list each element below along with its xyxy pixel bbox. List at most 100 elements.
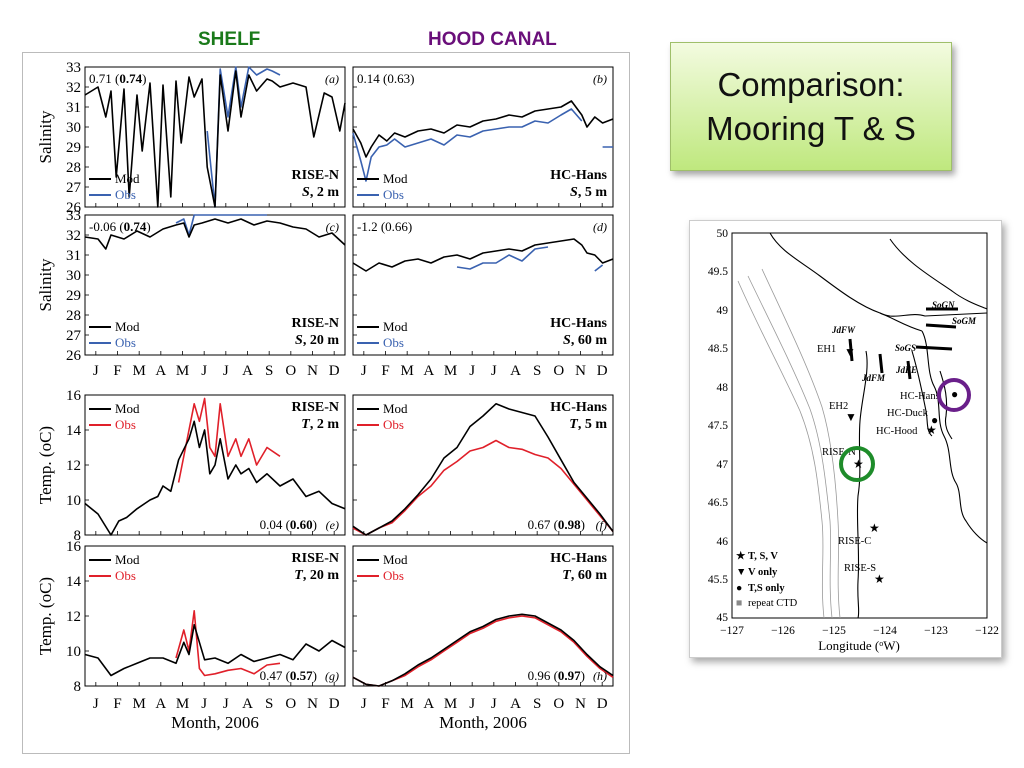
month-label: D	[329, 696, 340, 712]
ytick-label: 14	[66, 423, 82, 439]
station-label: HC-Hans	[550, 168, 607, 183]
station-label-hc-duck: HC-Duck	[887, 408, 929, 419]
month-label: J	[223, 363, 229, 379]
obs-series-line	[177, 397, 281, 483]
skill-stat: 0.96 (0.97)	[528, 668, 585, 683]
map-ytick: 46.5	[708, 497, 728, 509]
shelf-header: SHELF	[198, 29, 261, 50]
month-label: J	[469, 363, 475, 379]
map-ytick: 49.5	[708, 266, 728, 278]
station-label-rise-c: RISE-C	[838, 536, 871, 547]
ytick-label: 12	[66, 458, 81, 474]
variable-label: S, 5 m	[570, 185, 607, 200]
month-label: M	[400, 696, 413, 712]
ytick-label: 12	[66, 609, 81, 625]
month-label: M	[444, 696, 457, 712]
month-label: S	[265, 363, 273, 379]
month-label: J	[491, 696, 497, 712]
variable-label: S, 2 m	[302, 185, 339, 200]
panel-letter: (f)	[596, 518, 607, 532]
legend-mod-label: Mod	[115, 319, 140, 334]
station-label-hc-hans: HC-Hans	[900, 391, 940, 402]
map-xtick: −122	[975, 625, 999, 637]
ytick-label: 32	[66, 80, 81, 96]
month-label: A	[423, 363, 434, 379]
station-label: RISE-N	[292, 316, 339, 331]
ytick-label: 31	[66, 100, 81, 116]
month-label: A	[155, 363, 166, 379]
legend-obs-label: Obs	[383, 417, 404, 432]
month-label: N	[307, 696, 318, 712]
section-label-jdfe: JdFE	[895, 365, 917, 375]
station-label: RISE-N	[292, 551, 339, 566]
station-marker-eh1: ▼	[844, 345, 856, 359]
month-label: J	[469, 696, 475, 712]
map-xtick: −127	[720, 625, 744, 637]
legend-label-tsv: T, S, V	[748, 551, 778, 562]
station-marker-hc-hood: ★	[926, 423, 937, 437]
hood-canal-header: HOOD CANAL	[428, 29, 557, 50]
legend-mod-label: Mod	[383, 401, 408, 416]
variable-label: T, 5 m	[569, 417, 607, 432]
ytick-label: 29	[66, 140, 81, 156]
month-label: O	[285, 696, 296, 712]
map-ytick: 45	[717, 612, 729, 624]
section-label-sogm: SoGM	[952, 316, 977, 326]
obs-series-line	[456, 246, 604, 272]
station-label-hc-hood: HC-Hood	[876, 426, 918, 437]
ytick-label: 28	[66, 308, 81, 324]
legend-obs-label: Obs	[115, 187, 136, 202]
station-map: 50 49.5 49 48.5 48 47.5 47 46.5 46 45.5 …	[689, 220, 1002, 658]
obs-series-line	[352, 108, 613, 182]
y-axis-title: Temp. (oC)	[36, 426, 55, 504]
skill-stat: 0.47 (0.57)	[260, 668, 317, 683]
slide-title-line-1: Comparison:	[717, 65, 905, 103]
station-label: RISE-N	[292, 168, 339, 183]
legend-obs-label: Obs	[383, 187, 404, 202]
station-label: HC-Hans	[550, 551, 607, 566]
obs-series-line	[352, 439, 614, 536]
variable-label: T, 20 m	[294, 568, 339, 583]
mod-series-line	[84, 420, 346, 536]
month-label: J	[201, 363, 207, 379]
panel-h-frame	[352, 545, 614, 687]
map-ytick: 46	[717, 536, 729, 548]
month-label: O	[553, 696, 564, 712]
month-label: A	[423, 696, 434, 712]
month-label: J	[93, 696, 99, 712]
month-label: A	[510, 696, 521, 712]
panel-g-frame	[84, 545, 346, 687]
ytick-label: 30	[66, 120, 81, 136]
ytick-label: 32	[66, 228, 81, 244]
skill-stat: -1.2 (0.66)	[357, 219, 412, 234]
panel-letter: (g)	[325, 669, 339, 683]
panel-c-frame	[84, 214, 346, 356]
ytick-label: 26	[66, 200, 82, 216]
variable-label: S, 20 m	[295, 333, 339, 348]
station-marker-eh2: ▼	[845, 410, 857, 424]
station-label: RISE-N	[292, 400, 339, 415]
legend-square-icon: ■	[736, 598, 742, 609]
month-label: M	[132, 696, 145, 712]
ytick-label: 33	[66, 60, 81, 76]
month-label: M	[132, 363, 145, 379]
legend-obs-label: Obs	[383, 568, 404, 583]
ytick-label: 16	[66, 539, 82, 555]
month-label: F	[113, 363, 121, 379]
bathymetry-contours	[737, 268, 841, 619]
month-label: N	[307, 363, 318, 379]
y-axis-title: Salinity	[36, 110, 55, 163]
panel-f-frame	[352, 394, 614, 536]
map-ytick: 47	[717, 459, 729, 471]
skill-stat: 0.04 (0.60)	[260, 517, 317, 532]
legend-dot-icon: ●	[736, 583, 742, 594]
ytick-label: 28	[66, 160, 81, 176]
legend-obs-label: Obs	[383, 335, 404, 350]
ytick-label: 10	[66, 644, 81, 660]
station-marker-hc-hans: ●	[951, 387, 958, 401]
mod-series-line	[84, 218, 346, 250]
ytick-label: 8	[74, 528, 82, 544]
map-xlabel: Longitude (oW)	[818, 638, 900, 653]
coastline	[769, 232, 988, 619]
panel-letter: (e)	[326, 518, 339, 532]
